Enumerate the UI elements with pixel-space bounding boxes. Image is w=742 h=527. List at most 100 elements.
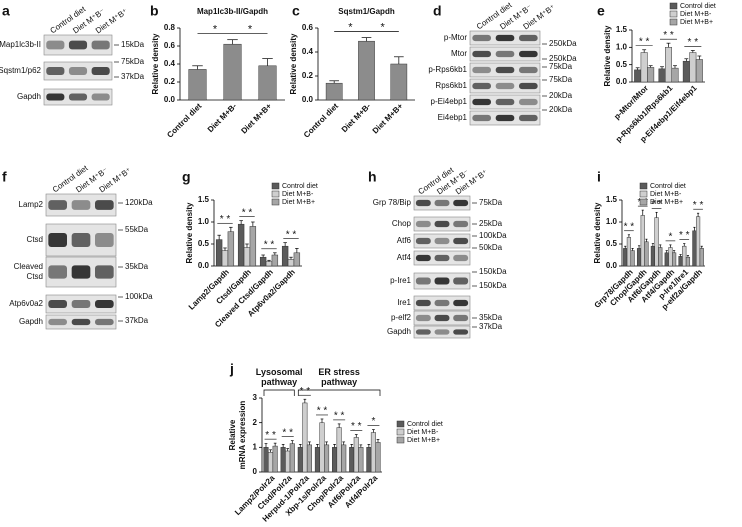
- y-tick-label: 1.0: [616, 42, 628, 51]
- y-axis-label: Relative density: [603, 25, 612, 86]
- blot-band: [495, 50, 515, 58]
- x-tick-label: Diet M+B+: [371, 101, 405, 135]
- marker-label: 75kDa: [549, 75, 573, 84]
- legend-swatch: [271, 190, 280, 198]
- blot-band: [434, 237, 450, 245]
- bar: [370, 432, 376, 473]
- legend-label: Control diet: [650, 183, 686, 190]
- blot-band: [71, 318, 91, 326]
- marker-label: 50kDa: [479, 243, 503, 252]
- row-label-line: Ctsd: [27, 272, 43, 281]
- row-label: Gapdh: [19, 317, 43, 326]
- blot-band: [453, 220, 469, 228]
- y-tick-label: 0.6: [302, 23, 314, 32]
- significance-mark: *: [248, 24, 253, 36]
- bar: [297, 447, 303, 473]
- legend-swatch: [639, 190, 648, 198]
- blot-band: [434, 220, 450, 228]
- blot-band: [95, 300, 114, 308]
- y-tick-label: 0.5: [616, 60, 628, 69]
- bar: [695, 59, 703, 83]
- bar: [640, 52, 648, 83]
- bar: [281, 245, 289, 267]
- bar: [634, 69, 642, 83]
- row-label: Atp6v0a2: [9, 299, 43, 308]
- blot-band: [415, 237, 431, 245]
- y-tick-label: 0.0: [616, 77, 628, 86]
- y-axis-label: Relative density: [289, 33, 298, 94]
- bar: [341, 444, 347, 473]
- marker-label: 37kDa: [125, 316, 149, 325]
- marker-label: 75kDa: [479, 198, 503, 207]
- bar: [665, 47, 672, 83]
- blot-band: [453, 254, 469, 262]
- group-label: ER stress pathway: [318, 367, 360, 387]
- bar: [325, 82, 343, 101]
- blot-band: [453, 329, 469, 335]
- bar: [215, 239, 223, 267]
- significance-mark: * *: [282, 427, 293, 438]
- bar: [654, 217, 659, 267]
- bar: [626, 237, 632, 267]
- blot-band: [453, 314, 469, 322]
- blot-band: [434, 329, 450, 335]
- marker-label: 75kDa: [121, 57, 145, 66]
- bar: [685, 256, 691, 267]
- blot-band: [434, 199, 450, 207]
- x-tick-label: Control diet: [165, 101, 203, 139]
- row-label: Lamp2: [19, 200, 44, 209]
- significance-mark: * *: [351, 421, 362, 432]
- bar: [695, 216, 701, 267]
- y-tick-label: 0.0: [302, 95, 314, 104]
- blot-band: [95, 232, 114, 248]
- bar: [258, 65, 277, 101]
- blot-band: [71, 300, 91, 308]
- y-axis-label: Relative density: [185, 202, 194, 263]
- marker-label: 25kDa: [479, 219, 503, 228]
- bar: [358, 40, 375, 101]
- row-label: Grp 78/Bip: [373, 198, 412, 207]
- blot-band: [415, 329, 431, 335]
- blot-band: [415, 199, 431, 207]
- blot-band: [415, 299, 431, 307]
- panel-letter: a: [2, 3, 10, 19]
- panel-letter: b: [150, 3, 159, 19]
- significance-mark: * *: [242, 207, 253, 218]
- marker-label: 37kDa: [121, 72, 145, 81]
- panel-letter: j: [229, 361, 234, 377]
- legend-label: Diet M+B+: [282, 199, 315, 206]
- bar: [306, 444, 312, 473]
- bar: [644, 241, 649, 267]
- bar: [223, 43, 242, 101]
- significance-mark: * *: [651, 199, 662, 210]
- bar: [289, 443, 295, 473]
- group-bracket: [263, 389, 295, 396]
- significance-mark: * *: [317, 406, 328, 417]
- bar: [302, 402, 308, 473]
- y-tick-label: 1: [253, 442, 258, 451]
- bar: [259, 256, 267, 267]
- blot-band: [495, 66, 515, 74]
- marker-label: 150kDa: [479, 267, 507, 276]
- bar: [650, 245, 655, 267]
- y-axis-label-line: Relative density: [151, 33, 160, 94]
- significance-mark: * *: [300, 386, 311, 397]
- blot-strip: [45, 193, 117, 217]
- y-tick-label: 1.5: [198, 195, 210, 204]
- row-label: Gapdh: [387, 327, 411, 336]
- legend-swatch: [669, 10, 678, 18]
- blot-band: [95, 200, 114, 210]
- legend-swatch: [396, 420, 405, 428]
- bar: [658, 247, 663, 267]
- y-axis-label-line: Relative density: [289, 33, 298, 94]
- significance-mark: * *: [265, 430, 276, 441]
- legend-swatch: [396, 436, 405, 444]
- row-label: Mtor: [451, 49, 467, 58]
- legend-label: Diet M+B-: [407, 429, 439, 436]
- significance-mark: * *: [264, 239, 275, 250]
- bar: [249, 226, 257, 267]
- blot-band: [48, 265, 67, 279]
- y-tick-label: 1.0: [606, 217, 618, 226]
- blot-band: [519, 82, 538, 90]
